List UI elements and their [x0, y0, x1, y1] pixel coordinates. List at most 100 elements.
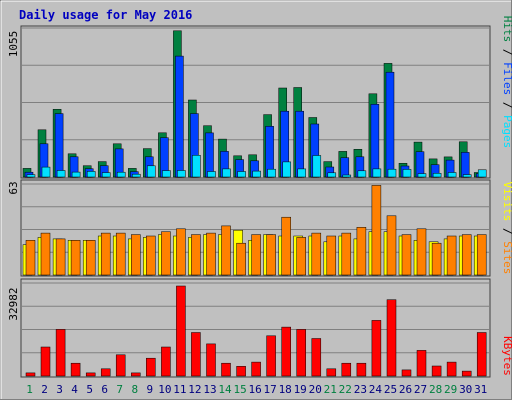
sites-bar — [371, 185, 382, 276]
kbytes-bar — [236, 366, 246, 377]
x-tick-label: 9 — [146, 383, 153, 396]
x-tick-label: 25 — [384, 383, 397, 396]
sites-bar — [206, 232, 216, 276]
x-tick-label: 2 — [41, 383, 48, 396]
pages-bar — [267, 168, 276, 178]
x-tick-label: 21 — [324, 383, 337, 396]
files-bar — [205, 132, 214, 178]
x-tick-label: 16 — [248, 383, 261, 396]
sites-bar — [221, 225, 231, 276]
files-bar — [370, 104, 380, 178]
pages-bar — [357, 170, 367, 178]
sites-bar — [100, 232, 111, 276]
kbytes-bar — [191, 332, 201, 377]
hits-legend: Hits / Files / Pages — [501, 16, 512, 149]
x-tick-label: 1 — [26, 383, 33, 396]
x-tick-label: 4 — [71, 383, 78, 396]
kbytes-bar — [341, 362, 352, 377]
sites-bar — [296, 237, 306, 276]
legend-sites: Sites — [501, 241, 512, 274]
pages-bar — [41, 166, 51, 178]
x-tick-label: 11 — [173, 383, 186, 396]
visits-ymax-label: 63 — [7, 181, 20, 194]
x-tick-label: 30 — [459, 383, 472, 396]
sites-bar — [161, 231, 171, 276]
sites-bar — [326, 235, 337, 276]
x-tick-label: 17 — [263, 383, 276, 396]
legend-kbytes: KBytes — [501, 336, 512, 376]
x-tick-label: 23 — [354, 383, 367, 396]
bar-marks — [22, 30, 487, 377]
pages-bar — [177, 170, 186, 178]
x-tick-label: 22 — [339, 383, 352, 396]
pages-bar — [432, 173, 442, 178]
kbytes-bar — [431, 365, 442, 377]
kbytes-bar — [326, 368, 337, 377]
kbytes-bar — [131, 372, 141, 377]
pages-bar — [162, 170, 171, 178]
kbytes-bar — [281, 326, 291, 377]
files-bar — [295, 110, 304, 178]
x-tick-label: 27 — [414, 383, 427, 396]
kbytes-bar — [206, 343, 216, 377]
pages-bar — [462, 174, 472, 178]
sites-bar — [341, 232, 352, 276]
gridlines — [22, 27, 489, 354]
sites-bar — [386, 215, 397, 276]
pages-bar — [252, 170, 261, 178]
x-tick-label: 20 — [309, 383, 322, 396]
x-tick-label: 19 — [294, 383, 307, 396]
kbytes-bar — [146, 357, 156, 377]
kbytes-bar — [461, 370, 472, 377]
kbytes-bar — [100, 368, 111, 377]
sites-bar — [70, 240, 81, 276]
sites-bar — [115, 232, 126, 276]
kbytes-bar — [386, 299, 397, 377]
pages-bar — [402, 169, 412, 178]
sites-bar — [146, 235, 156, 276]
pages-bar — [297, 168, 306, 178]
files-bar — [340, 157, 350, 178]
legend-files: Files — [501, 62, 512, 95]
kbytes-bar — [416, 350, 427, 377]
kbytes-bar — [356, 362, 367, 377]
pages-bar — [86, 171, 96, 178]
x-tick-label: 7 — [116, 383, 123, 396]
kbytes-bar — [476, 332, 487, 377]
x-tick-label: 14 — [218, 383, 232, 396]
sites-bar — [416, 228, 427, 276]
sites-bar — [25, 240, 36, 276]
pages-bar — [26, 174, 36, 178]
kbytes-bar — [251, 361, 261, 377]
x-tick-label: 8 — [131, 383, 138, 396]
x-tick-label: 6 — [101, 383, 108, 396]
pages-bar — [192, 155, 201, 178]
legend-hits: Hits — [501, 16, 512, 43]
kbytes-bar — [176, 285, 186, 377]
kbytes-bar — [401, 369, 412, 377]
x-tick-label: 28 — [429, 383, 442, 396]
sites-bar — [40, 232, 51, 276]
sites-bar — [176, 228, 186, 276]
x-tick-label: 15 — [233, 383, 246, 396]
files-bar — [460, 152, 470, 178]
sites-bar — [476, 234, 487, 276]
kbytes-bar — [296, 329, 306, 377]
pages-bar — [477, 169, 487, 178]
x-tick-label: 29 — [444, 383, 457, 396]
x-tick-label: 5 — [86, 383, 93, 396]
x-tick-label: 12 — [188, 383, 201, 396]
kbytes-bar — [221, 362, 231, 377]
pages-bar — [101, 172, 111, 178]
pages-bar — [147, 165, 156, 178]
kbytes-bar — [371, 320, 382, 377]
pages-bar — [116, 171, 126, 178]
kbytes-panel — [20, 278, 491, 378]
sites-bar — [266, 234, 276, 276]
legend-sep-1: / — [501, 42, 512, 62]
hits-ymax-label: 1055 — [7, 31, 20, 58]
legend-visits: Visits — [501, 182, 512, 222]
pages-bar — [417, 173, 427, 178]
pages-bar — [342, 174, 352, 178]
